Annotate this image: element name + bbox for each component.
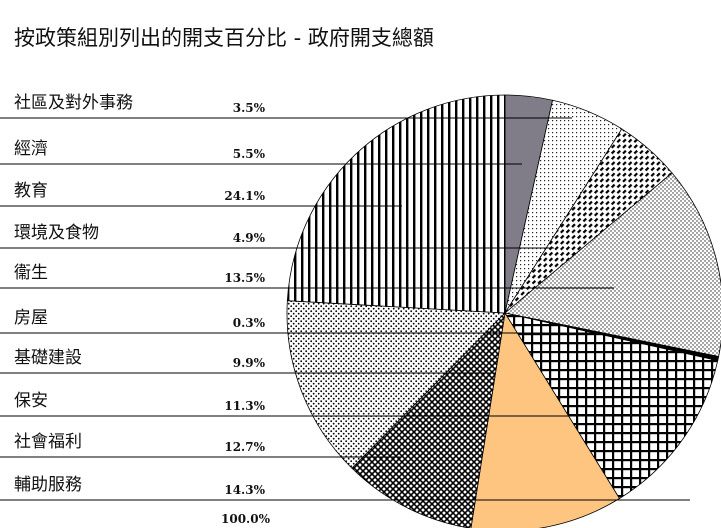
percent-label: 0.3% [233, 316, 266, 330]
category-list: 社區及對外事務 3.5% 經濟 5.5% 教育 24.1% 環境及食物 4.9% 衞生 13.5%… [0, 93, 690, 501]
total-label: 100.0% [221, 512, 271, 526]
pie-slice-7 [351, 311, 506, 528]
percent-label: 13.5% [224, 271, 265, 285]
category-label: 環境及食物 [14, 223, 99, 243]
percent-label: 24.1% [224, 189, 265, 203]
category-label: 衞生 [14, 263, 48, 283]
pie-slice-9 [504, 312, 719, 500]
category-label: 經濟 [14, 139, 48, 159]
percent-label: 12.7% [224, 440, 265, 454]
chart-title: 按政策組別列出的開支百分比 - 政府開支總額 [14, 26, 434, 50]
category-label: 社區及對外事務 [14, 93, 133, 113]
pie-slice-3 [286, 94, 506, 314]
percent-label: 9.9% [233, 356, 266, 370]
category-label: 基礎建設 [14, 348, 82, 368]
percent-label: 3.5% [233, 101, 266, 115]
category-label: 保安 [14, 391, 48, 411]
pie-slices [286, 94, 721, 528]
category-label: 社會福利 [14, 432, 82, 452]
percent-label: 14.3% [224, 483, 265, 497]
pie-slice-10 [504, 172, 721, 358]
category-label: 房屋 [14, 308, 48, 328]
percent-label: 5.5% [233, 147, 266, 161]
percent-label: 11.3% [224, 399, 265, 413]
pie-slice-8 [470, 311, 621, 528]
category-label: 輔助服務 [14, 475, 82, 495]
category-label: 教育 [14, 181, 48, 201]
percent-label: 4.9% [233, 231, 266, 245]
